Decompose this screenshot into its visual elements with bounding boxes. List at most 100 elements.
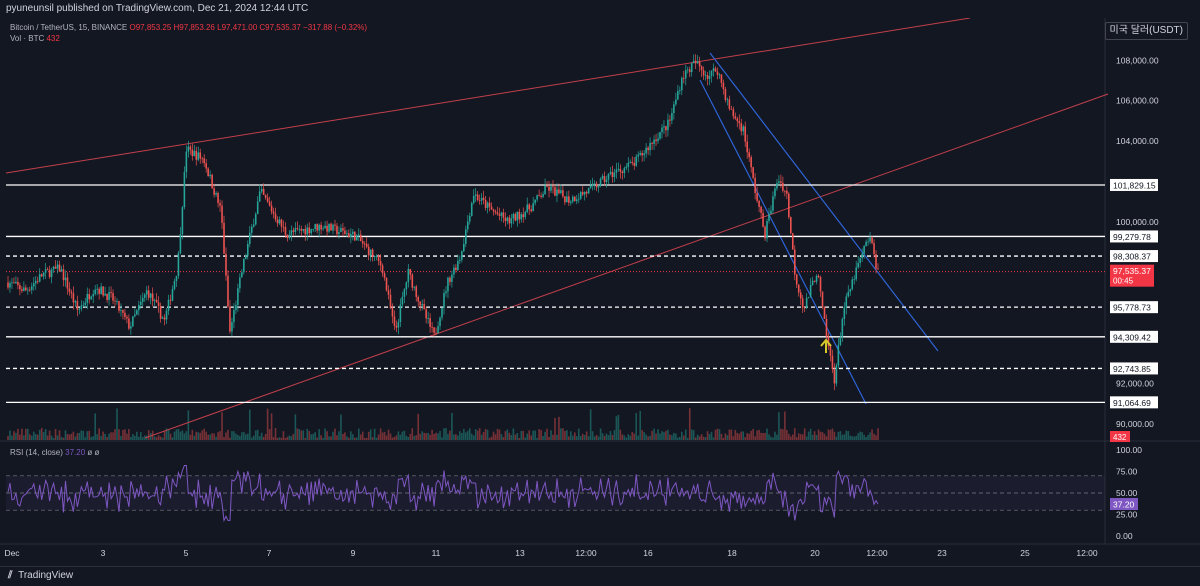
candle: [181, 205, 184, 240]
symbol-label: Bitcoin / TetherUS, 15, BINANCE: [10, 23, 128, 32]
candle: [304, 225, 307, 241]
blue-channel-upper[interactable]: [709, 52, 939, 352]
candle: [653, 135, 655, 150]
volume-bar: [195, 431, 198, 440]
chart-area[interactable]: 108,000.00 106,000.00 104,000.00 100,000.00…: [0, 17, 1200, 566]
candle: [320, 221, 322, 235]
volume-bar: [429, 434, 431, 440]
candle: [817, 274, 820, 279]
volume-bar: [330, 436, 332, 440]
volume-bar: [829, 429, 832, 440]
volume-bar: [526, 433, 529, 440]
candle: [833, 363, 836, 391]
volume-bar: [169, 433, 172, 440]
volume-bar: [217, 432, 219, 440]
candle: [508, 214, 511, 230]
candle: [352, 229, 354, 241]
candle: [845, 293, 848, 315]
time-tick-label: 16: [643, 548, 653, 558]
currency-button[interactable]: 미국 달러(USDT): [1104, 22, 1188, 40]
candle: [647, 145, 649, 155]
candle: [367, 243, 370, 261]
volume-bar: [568, 436, 570, 440]
volume-bar: [665, 430, 667, 440]
volume-bar: [310, 434, 313, 440]
volume-bar: [118, 429, 120, 440]
volume-bar: [350, 431, 352, 440]
volume-bar: [199, 432, 202, 440]
volume-bar: [593, 436, 596, 440]
volume-bar: [229, 437, 231, 440]
volume-bar: [276, 437, 279, 440]
volume-bar: [496, 428, 499, 440]
price-tick-label: 104,000.00: [1116, 136, 1159, 146]
candle: [863, 244, 865, 259]
candle: [597, 184, 600, 193]
candle: [770, 205, 772, 215]
candle: [258, 184, 261, 203]
candle: [233, 303, 235, 329]
candle: [369, 249, 372, 262]
volume-bar: [730, 429, 733, 440]
candle: [799, 289, 802, 305]
volume-bar: [264, 433, 267, 440]
brand-name[interactable]: TradingView: [18, 570, 74, 581]
candle: [294, 222, 297, 235]
candle: [669, 115, 671, 127]
candle: [570, 199, 572, 206]
candle: [350, 228, 352, 244]
candle: [589, 180, 592, 189]
volume-bar: [415, 435, 418, 440]
candle: [199, 148, 202, 164]
candle: [223, 215, 225, 255]
volume-bar: [770, 436, 772, 440]
volume-bar: [827, 429, 830, 440]
price-chart[interactable]: 108,000.00 106,000.00 104,000.00 100,000.00…: [0, 17, 1200, 566]
candle: [500, 211, 503, 222]
candle: [25, 284, 27, 292]
candle: [482, 190, 485, 205]
volume-bar: [538, 429, 540, 440]
volume-bar: [732, 436, 735, 440]
candle: [696, 55, 699, 64]
volume-bar: [431, 429, 433, 440]
tradingview-logo-icon[interactable]: ⫽: [8, 570, 13, 581]
volume-bar: [233, 431, 235, 440]
candle: [451, 270, 453, 288]
volume-bar: [679, 436, 681, 440]
volume-bar: [344, 432, 346, 440]
candle: [841, 317, 844, 342]
volume-bar: [570, 431, 572, 440]
candle: [239, 273, 241, 293]
candle: [419, 301, 422, 312]
volume-bar: [239, 436, 241, 440]
candle: [132, 316, 134, 328]
lower-red-trendline[interactable]: [144, 93, 1109, 439]
candle: [316, 223, 318, 234]
candle: [155, 293, 158, 303]
candle: [120, 303, 122, 317]
candle: [478, 194, 481, 205]
volume-bar: [560, 428, 562, 440]
candle: [193, 144, 196, 157]
candle: [550, 183, 552, 194]
volume-bar: [766, 428, 768, 440]
volume-bar: [682, 435, 685, 440]
volume-bar: [476, 430, 479, 440]
volume-bar: [459, 431, 461, 440]
candle: [227, 270, 229, 308]
candle: [659, 131, 661, 141]
upper-red-trendline[interactable]: [5, 17, 971, 174]
volume-bar: [742, 431, 745, 440]
rsi-tick-label: 100.00: [1116, 445, 1142, 455]
candle: [679, 86, 681, 95]
volume-bar: [645, 434, 647, 440]
candle: [558, 183, 560, 195]
volume-bar: [399, 434, 402, 440]
svg-text:101,829.15: 101,829.15: [1113, 180, 1156, 190]
candle: [760, 205, 762, 219]
candle: [359, 230, 362, 242]
volume-bar: [581, 433, 584, 440]
volume-bar: [780, 428, 782, 440]
volume-bar: [9, 430, 11, 440]
